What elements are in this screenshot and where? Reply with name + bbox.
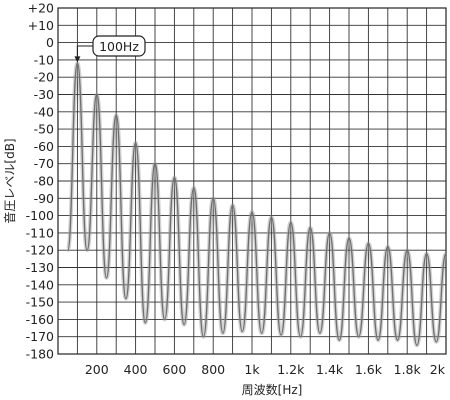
peak-point (387, 245, 389, 248)
peak-point (425, 252, 428, 255)
annotation-layer: 100Hz (74, 35, 146, 63)
y-tick-label: -30 (34, 87, 54, 102)
peak-point (328, 232, 331, 234)
peak-point (96, 93, 98, 96)
y-tick-label: -70 (34, 156, 54, 171)
x-tick-label: 1.6k (355, 362, 383, 377)
x-tick-label: 1.8k (394, 362, 422, 377)
y-tick-label: -150 (26, 295, 54, 310)
y-tick-label: -140 (26, 277, 54, 292)
annotation-label: 100Hz (99, 39, 139, 54)
peak-point (406, 249, 409, 251)
y-tick-label: -90 (34, 191, 54, 206)
series-line (67, 62, 447, 346)
y-tick-label: -110 (26, 225, 54, 240)
x-tick-labels: 200 400 600 800 1k 1.2k 1.4k 1.6k 1.8k 2k (85, 362, 446, 377)
y-tick-label: +10 (28, 18, 54, 33)
y-tick-label: -50 (34, 122, 54, 137)
peak-point (251, 211, 253, 213)
x-axis-title: 周波数[Hz] (242, 382, 303, 397)
y-tick-label: -130 (26, 260, 54, 275)
peak-point (270, 216, 273, 219)
peak-point (445, 252, 447, 255)
peak-point (309, 226, 312, 229)
peak-point (193, 187, 195, 189)
x-tick-label: 1k (244, 362, 260, 377)
peak-point (290, 221, 292, 224)
y-tick-label: -60 (34, 139, 54, 154)
x-tick-label: 600 (162, 362, 186, 377)
x-tick-label: 2k (430, 362, 446, 377)
y-tick-label: -10 (34, 52, 54, 67)
series-layer (65, 61, 448, 348)
y-tick-label: -80 (34, 174, 54, 189)
y-tick-label: -160 (26, 312, 54, 327)
x-tick-label: 800 (201, 362, 225, 377)
peak-point (348, 237, 350, 239)
annotation-arrowhead (74, 56, 81, 63)
peak-point (212, 197, 214, 200)
x-tick-label: 400 (124, 362, 148, 377)
grid-layer (58, 8, 446, 354)
peak-point (115, 114, 117, 117)
peak-point (76, 62, 79, 65)
x-tick-label: 1.4k (316, 362, 344, 377)
peak-point (154, 162, 156, 165)
peak-point (367, 242, 370, 245)
annotation-arrow (76, 45, 93, 60)
x-tick-label: 200 (85, 362, 109, 377)
y-tick-label: -170 (26, 329, 54, 344)
y-tick-label: -40 (34, 104, 54, 119)
y-axis-title: 音圧レベル[dB] (2, 138, 17, 223)
x-tick-label: 1.2k (277, 362, 305, 377)
y-tick-label: -20 (34, 70, 54, 85)
peak-point (231, 204, 234, 207)
y-tick-label: -180 (26, 347, 54, 362)
peak-point (173, 176, 176, 179)
y-tick-label: -120 (26, 243, 54, 258)
y-tick-labels: +20 +10 0 -10 -20 -30 -40 -50 -60 -70 -80 -90 -100 -1… (26, 1, 54, 362)
y-tick-label: -100 (26, 208, 54, 223)
y-tick-label: +20 (28, 1, 54, 16)
y-tick-label: 0 (46, 35, 54, 50)
peak-point (134, 142, 137, 144)
